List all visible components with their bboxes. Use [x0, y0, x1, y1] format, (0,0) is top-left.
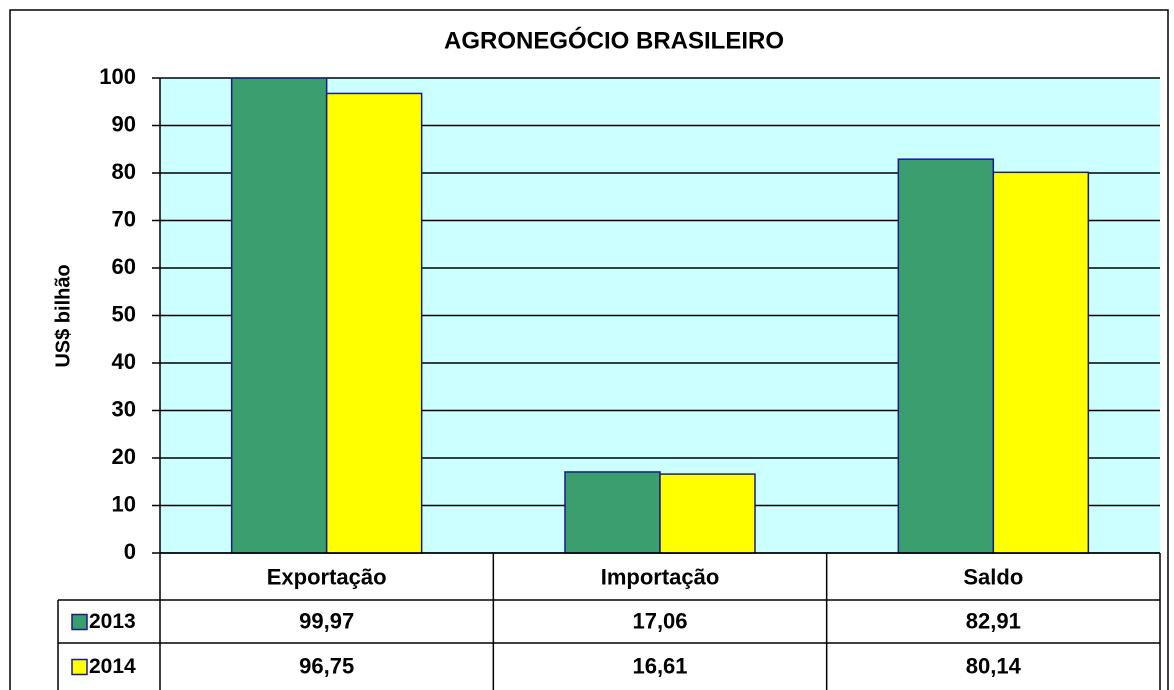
legend-label: 2013 — [89, 610, 136, 633]
legend-swatch — [71, 613, 88, 631]
bar — [564, 471, 661, 554]
y-tick-label: 40 — [112, 349, 136, 374]
y-tick-label: 10 — [112, 491, 136, 516]
bar — [992, 171, 1090, 554]
y-tick-label: 90 — [112, 111, 136, 136]
x-tick-label: Exportação — [267, 564, 387, 589]
bar — [897, 158, 995, 554]
y-tick-label: 80 — [112, 159, 136, 184]
bar — [325, 92, 423, 554]
value-label: 16,61 — [632, 653, 687, 678]
y-tick-label: 50 — [112, 301, 136, 326]
y-tick-label: 60 — [112, 254, 136, 279]
value-label: 99,97 — [299, 608, 354, 633]
y-tick-label: 20 — [112, 444, 136, 469]
y-axis-label: US$ bilhão — [52, 264, 74, 367]
legend-label: 2014 — [89, 655, 136, 678]
value-label: 96,75 — [299, 653, 354, 678]
y-tick-label: 70 — [112, 206, 136, 231]
x-tick-label: Saldo — [963, 564, 1023, 589]
y-tick-label: 100 — [99, 64, 136, 89]
bar — [659, 473, 756, 554]
chart-title: AGRONEGÓCIO BRASILEIRO — [444, 26, 784, 54]
y-tick-label: 30 — [112, 396, 136, 421]
y-tick-label: 0 — [124, 539, 136, 564]
legend-swatch — [71, 658, 88, 676]
x-tick-label: Importação — [601, 564, 720, 589]
value-label: 82,91 — [966, 608, 1021, 633]
value-label: 80,14 — [966, 653, 1022, 678]
value-label: 17,06 — [632, 608, 687, 633]
bar — [230, 77, 328, 554]
